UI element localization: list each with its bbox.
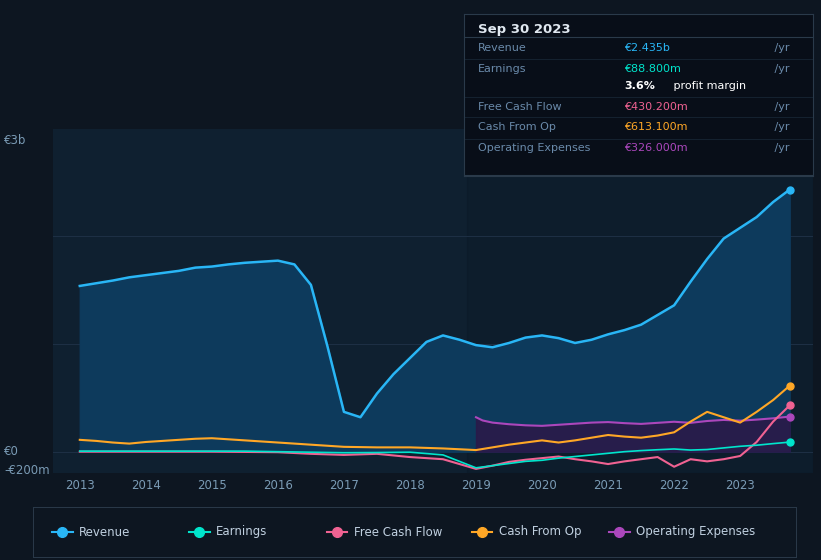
Text: Free Cash Flow: Free Cash Flow <box>478 101 562 111</box>
Text: €613.100m: €613.100m <box>624 122 688 132</box>
Text: Sep 30 2023: Sep 30 2023 <box>478 23 571 36</box>
Text: €430.200m: €430.200m <box>624 101 688 111</box>
Text: /yr: /yr <box>771 64 790 74</box>
Text: Operating Expenses: Operating Expenses <box>636 525 755 539</box>
Text: /yr: /yr <box>771 43 790 53</box>
Text: Revenue: Revenue <box>478 43 526 53</box>
Text: Revenue: Revenue <box>79 525 130 539</box>
Text: -€200m: -€200m <box>4 464 50 477</box>
Text: Cash From Op: Cash From Op <box>498 525 581 539</box>
Text: profit margin: profit margin <box>670 81 745 91</box>
Text: 3.6%: 3.6% <box>624 81 655 91</box>
Text: €88.800m: €88.800m <box>624 64 681 74</box>
Text: €3b: €3b <box>4 134 26 147</box>
Text: /yr: /yr <box>771 143 790 153</box>
Text: Earnings: Earnings <box>216 525 268 539</box>
Text: Free Cash Flow: Free Cash Flow <box>354 525 442 539</box>
Text: /yr: /yr <box>771 122 790 132</box>
Text: €0: €0 <box>4 445 19 458</box>
Text: €326.000m: €326.000m <box>624 143 688 153</box>
Text: Cash From Op: Cash From Op <box>478 122 556 132</box>
Text: /yr: /yr <box>771 101 790 111</box>
Text: Earnings: Earnings <box>478 64 526 74</box>
Text: Operating Expenses: Operating Expenses <box>478 143 590 153</box>
Text: €2.435b: €2.435b <box>624 43 670 53</box>
Bar <box>467 129 813 473</box>
